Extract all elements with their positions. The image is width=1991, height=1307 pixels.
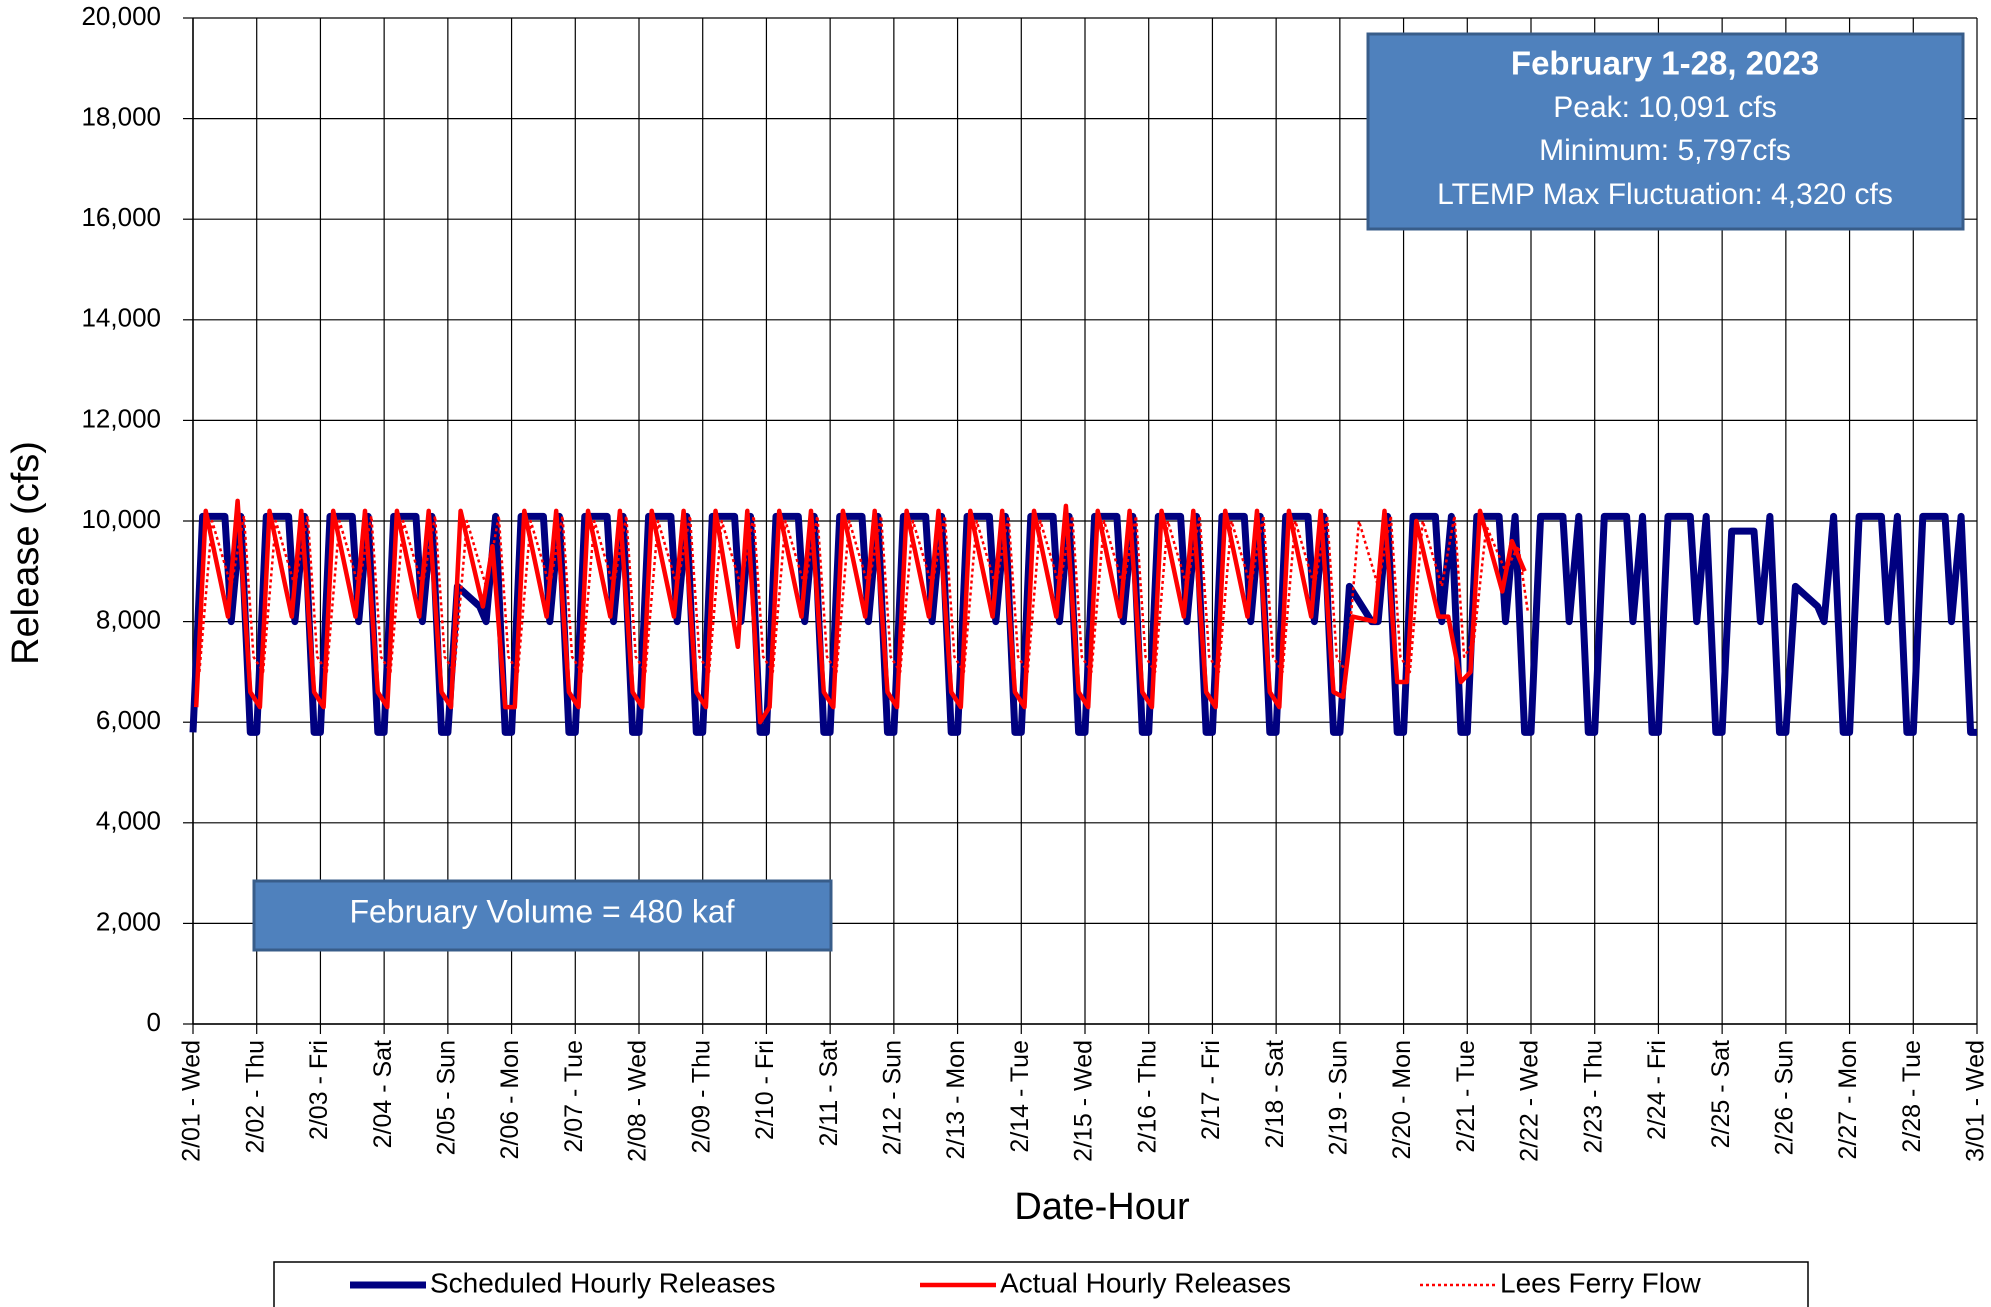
legend-entries: Scheduled Hourly Releases Actual Hourly R… — [350, 1267, 1701, 1298]
x-tick-label: 2/18 - Sat — [1261, 1040, 1289, 1148]
x-tick-label: 2/05 - Sun — [432, 1040, 460, 1155]
series-line — [189, 512, 1977, 736]
x-tick-label: 2/17 - Fri — [1197, 1040, 1225, 1140]
y-tick-label: 6,000 — [96, 705, 161, 735]
x-tick-label: 2/15 - Wed — [1070, 1040, 1098, 1162]
x-tick-label: 2/09 - Thu — [687, 1040, 715, 1154]
x-tick-label: 2/28 - Tue — [1898, 1040, 1926, 1153]
volume-box — [252, 879, 833, 952]
y-tick-label: 4,000 — [96, 806, 161, 836]
info-line: LTEMP Max Fluctuation: 4,320 cfs — [1437, 178, 1893, 211]
x-tick-label: 2/21 - Tue — [1452, 1040, 1480, 1153]
y-tick-label: 14,000 — [81, 303, 161, 333]
info-line: Minimum: 5,797cfs — [1539, 134, 1791, 167]
x-tick-label: 2/22 - Wed — [1516, 1040, 1544, 1162]
series-line — [198, 514, 1530, 674]
y-tick-label: 0 — [147, 1007, 161, 1037]
y-tick-label: 12,000 — [81, 403, 161, 433]
info-box — [1366, 32, 1965, 231]
legend-label: Scheduled Hourly Releases — [430, 1267, 776, 1298]
x-tick-label: 2/25 - Sat — [1707, 1040, 1735, 1148]
y-axis-title: Release (cfs) — [5, 441, 47, 665]
x-tick-label: 2/26 - Sun — [1770, 1040, 1798, 1155]
x-tick-label: 2/27 - Mon — [1834, 1040, 1862, 1160]
x-tick-label: 2/23 - Thu — [1579, 1040, 1607, 1154]
volume-text: February Volume = 480 kaf — [349, 893, 734, 929]
x-tick-label: 2/14 - Tue — [1006, 1040, 1034, 1153]
y-tick-label: 8,000 — [96, 604, 161, 634]
legend-label: Actual Hourly Releases — [1000, 1267, 1291, 1298]
y-tick-label: 18,000 — [81, 101, 161, 131]
x-tick-label: 3/01 - Wed — [1962, 1040, 1990, 1162]
x-tick-label: 2/07 - Tue — [560, 1040, 588, 1153]
x-tick-label: 2/12 - Sun — [878, 1040, 906, 1155]
lines — [189, 498, 1977, 736]
y-tick-label: 2,000 — [96, 906, 161, 936]
x-axis-title: Date-Hour — [1014, 1186, 1190, 1228]
x-tick-label: 2/16 - Thu — [1133, 1040, 1161, 1154]
x-tick-label: 2/19 - Sun — [1324, 1040, 1352, 1155]
x-tick-label: 2/03 - Fri — [305, 1040, 333, 1140]
x-tick-label: 2/24 - Fri — [1643, 1040, 1671, 1140]
x-tick-label: 2/13 - Mon — [942, 1040, 970, 1160]
x-tick-label: 2/04 - Sat — [369, 1040, 397, 1148]
x-tick-label: 2/20 - Mon — [1388, 1040, 1416, 1160]
x-tick-label: 2/10 - Fri — [751, 1040, 779, 1140]
x-tick-label: 2/11 - Sat — [815, 1040, 843, 1147]
info-title: February 1-28, 2023 — [1511, 45, 1819, 82]
info-line: Peak: 10,091 cfs — [1553, 91, 1776, 124]
y-tick-label: 10,000 — [81, 504, 161, 534]
x-tick-label: 2/08 - Wed — [624, 1040, 652, 1162]
y-tick-label: 20,000 — [81, 1, 161, 31]
x-tick-label: 2/01 - Wed — [178, 1040, 206, 1162]
legend — [273, 1261, 1809, 1307]
x-tick-label: 2/02 - Thu — [241, 1040, 269, 1154]
x-tick-label: 2/06 - Mon — [496, 1040, 524, 1160]
y-tick-label: 16,000 — [81, 202, 161, 232]
legend-label: Lees Ferry Flow — [1500, 1267, 1701, 1298]
